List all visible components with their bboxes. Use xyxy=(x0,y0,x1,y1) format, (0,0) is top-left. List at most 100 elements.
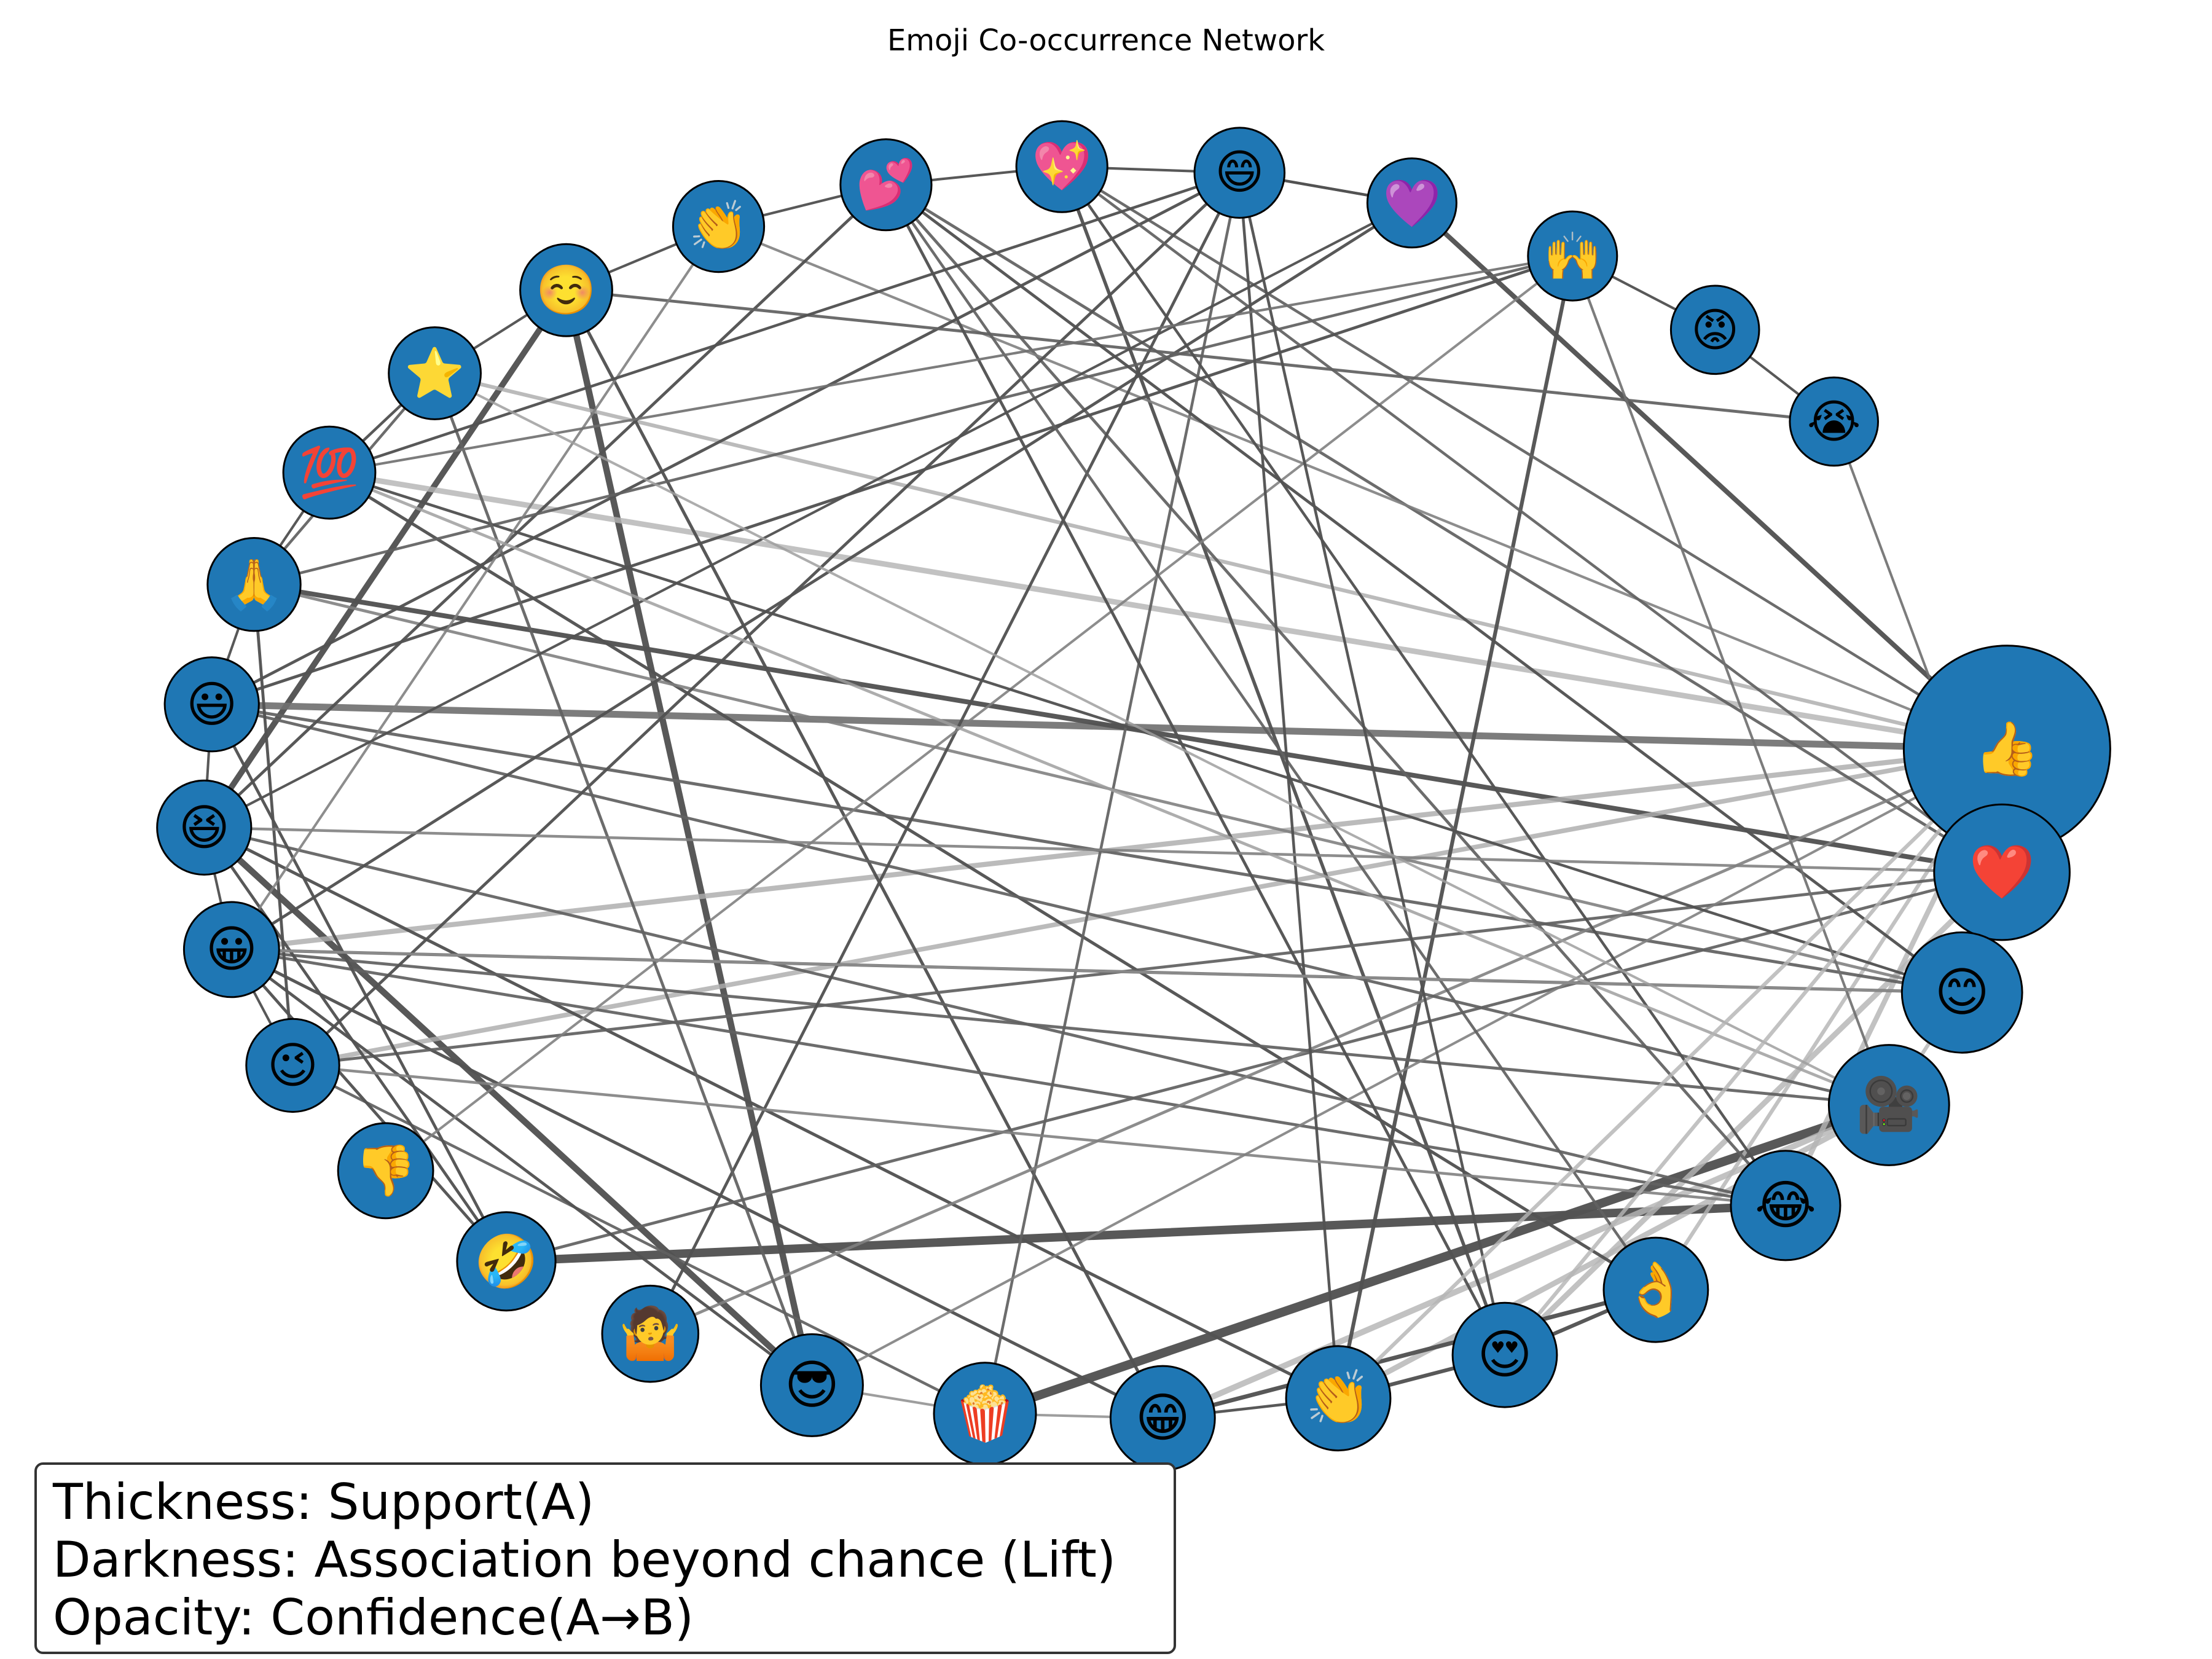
node-circle-movie_camera xyxy=(1827,1044,1950,1166)
edge-clap-laughing xyxy=(202,826,1340,1400)
node-circle-rofl xyxy=(456,1211,557,1312)
node-hundred: 💯 xyxy=(282,425,377,520)
edge-movie_camera-smiley xyxy=(210,702,1891,1107)
node-emoji-shrug: 🤷 xyxy=(619,1303,681,1363)
edge-ok_hand-hundred xyxy=(327,471,1658,1292)
node-circle-shrug xyxy=(601,1284,700,1383)
edge-rofl-joy xyxy=(502,1201,1790,1266)
edge-joy-grinning xyxy=(230,948,1787,1207)
node-emoji-clap_small: 👏 xyxy=(689,199,748,254)
node-layer: 👍 ❤️ 😊🎥 😂 👌 😍 👏 😁 🍿 😎 🤷 🤣 👎 😉 😀 😆 😃 🙏💯 ⭐ ☺️ 👏 💕 💖 😄 💜 🙌 😡 😭 xyxy=(156,120,2111,1472)
edge-grin-ok_hand xyxy=(1160,1287,1658,1421)
node-circle-purple_heart xyxy=(1366,157,1457,249)
edge-smile-heart_eyes xyxy=(1238,171,1507,1357)
edge-hundred-blush xyxy=(327,471,1964,994)
edge-relaxed-sob xyxy=(565,288,1836,423)
node-emoji-thumbs_down: 👎 xyxy=(355,1142,417,1199)
edge-movie_camera-grinning xyxy=(230,948,1891,1107)
edge-rofl-laughing xyxy=(202,826,508,1263)
edge-smile-clap xyxy=(1238,171,1340,1400)
node-circle-sob xyxy=(1789,376,1879,467)
node-grin: 😁 xyxy=(1109,1365,1216,1472)
edge-clap-thumbs_up xyxy=(1336,747,2009,1400)
legend-line-thickness: Thickness: Support(A) xyxy=(53,1473,595,1531)
node-circle-ok_hand xyxy=(1602,1236,1709,1343)
node-two_hearts: 💕 xyxy=(839,138,933,232)
edge-wink-smile xyxy=(291,171,1241,1067)
edge-smile-hundred xyxy=(327,171,1241,474)
node-emoji-heart_eyes: 😍 xyxy=(1477,1324,1532,1386)
edge-clap_small-grinning xyxy=(230,225,720,951)
edge-heart_eyes-thumbs_up xyxy=(1502,747,2009,1357)
edge-sunglasses-relaxed xyxy=(563,287,815,1389)
edge-sunglasses-thumbs_up xyxy=(810,747,2009,1387)
edge-clap-raised_hands xyxy=(1336,254,1575,1400)
node-sparkling_heart: 💖 xyxy=(1015,120,1108,213)
edge-laughing-heart xyxy=(203,826,2004,874)
node-emoji-thumbs_up: 👍 xyxy=(1974,718,2040,780)
edge-hundred-movie_camera xyxy=(327,471,1891,1107)
node-emoji-clap: 👏 xyxy=(1305,1368,1371,1429)
edge-thumbs_up-clap_small xyxy=(717,225,2009,750)
node-ok_hand: 👌 xyxy=(1602,1236,1709,1343)
node-circle-thumbs_down xyxy=(337,1122,434,1220)
edge-popcorn-movie_camera xyxy=(980,1100,1894,1419)
edge-thumbs_up-sparkling_heart xyxy=(1060,165,2009,751)
edge-sunglasses-laughing xyxy=(201,824,815,1389)
node-blush: 😊 xyxy=(1900,931,2023,1054)
edge-rofl-grinning xyxy=(230,948,508,1263)
node-joy: 😂 xyxy=(1730,1150,1841,1261)
edge-heart-two_hearts xyxy=(884,183,2004,874)
edge-two_hearts-heart_eyes xyxy=(884,183,1507,1357)
edge-raised_hands-movie_camera xyxy=(1571,254,1891,1107)
edge-raised_hands-hundred xyxy=(327,254,1574,474)
node-emoji-sob: 😭 xyxy=(1807,394,1861,449)
edge-wink-joy xyxy=(291,1064,1787,1207)
legend-box: Thickness: Support(A) Darkness: Associat… xyxy=(34,1462,1176,1654)
node-pray: 🙏 xyxy=(206,537,302,632)
node-purple_heart: 💜 xyxy=(1366,157,1457,249)
legend-line-opacity: Opacity: Confidence(A→B) xyxy=(53,1589,694,1646)
node-thumbs_down: 👎 xyxy=(337,1122,434,1220)
node-emoji-pray: 🙏 xyxy=(224,556,285,613)
node-grinning: 😀 xyxy=(182,901,280,998)
node-circle-smile xyxy=(1193,127,1286,219)
edge-star-movie_camera xyxy=(433,372,1891,1107)
node-circle-sunglasses xyxy=(759,1333,864,1437)
node-emoji-purple_heart: 💜 xyxy=(1383,176,1441,230)
node-circle-sparkling_heart xyxy=(1015,120,1108,213)
edge-grin-relaxed xyxy=(564,288,1164,1420)
node-relaxed: ☺️ xyxy=(519,243,613,337)
node-clap: 👏 xyxy=(1285,1345,1392,1452)
node-smile: 😄 xyxy=(1193,127,1286,219)
node-emoji-rofl: 🤣 xyxy=(473,1231,539,1294)
edge-purple_heart-thumbs_up xyxy=(1409,200,2010,751)
node-clap_small: 👏 xyxy=(672,180,766,273)
node-emoji-sparkling_heart: 💖 xyxy=(1032,139,1092,194)
node-circle-joy xyxy=(1730,1150,1841,1261)
edge-smiley-smile xyxy=(210,171,1241,706)
node-raised_hands: 🙌 xyxy=(1527,210,1618,302)
edge-heart_eyes-sparkling_heart xyxy=(1060,165,1507,1357)
node-emoji-laughing: 😆 xyxy=(179,799,230,856)
node-circle-grinning xyxy=(182,901,280,998)
node-sunglasses: 😎 xyxy=(759,1333,864,1437)
chart-title: Emoji Co-occurrence Network xyxy=(887,23,1325,58)
node-rage: 😡 xyxy=(1669,284,1760,375)
node-circle-hundred xyxy=(282,425,377,520)
node-rofl: 🤣 xyxy=(456,1211,557,1312)
edge-grin-grinning xyxy=(230,947,1164,1420)
node-laughing: 😆 xyxy=(156,779,253,876)
edge-laughing-relaxed xyxy=(201,287,570,831)
edge-grinning-blush xyxy=(230,948,1964,994)
node-thumbs_up: 👍 xyxy=(1902,645,2111,853)
node-circle-star xyxy=(388,326,482,420)
edge-thumbs_up-shrug xyxy=(648,747,2009,1336)
edge-two_hearts-ok_hand xyxy=(884,183,1658,1292)
node-star: ⭐ xyxy=(388,326,482,420)
node-circle-clap xyxy=(1285,1345,1392,1452)
edge-wink-pray xyxy=(253,582,294,1067)
node-circle-blush xyxy=(1900,931,2023,1054)
node-wink: 😉 xyxy=(245,1018,340,1113)
